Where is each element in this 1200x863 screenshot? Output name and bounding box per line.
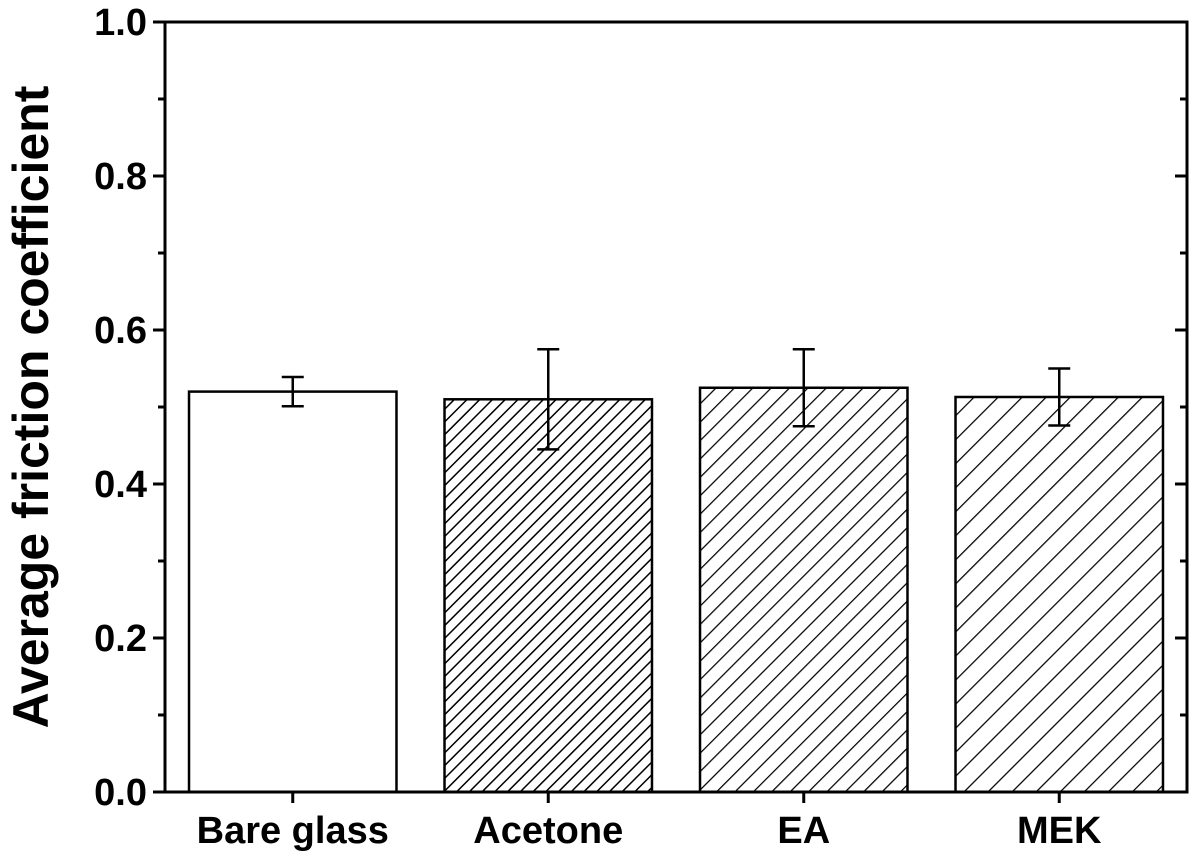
- y-tick-label: 0.4: [94, 464, 147, 506]
- bar-ea: [698, 386, 909, 794]
- y-tick-label: 0.8: [94, 156, 147, 198]
- bar-acetone: [443, 398, 654, 794]
- bar-bare-glass: [187, 390, 398, 794]
- y-axis-label: Average friction coefficient: [3, 85, 59, 728]
- y-tick-label: 0.2: [94, 618, 147, 660]
- x-tick-label: Acetone: [473, 810, 623, 852]
- y-tick-label: 0.0: [94, 772, 147, 814]
- y-tick-label: 0.6: [94, 310, 147, 352]
- x-tick-label: MEK: [1017, 810, 1102, 852]
- x-tick-label: Bare glass: [197, 810, 389, 852]
- y-tick-label: 1.0: [94, 2, 147, 44]
- bar-mek: [954, 395, 1165, 794]
- x-tick-label: EA: [777, 810, 830, 852]
